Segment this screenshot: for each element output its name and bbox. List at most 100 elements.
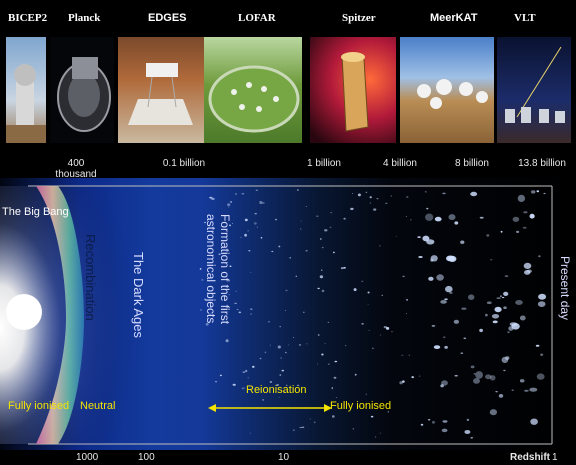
galaxy-dot [368,329,370,331]
galaxy-dot [519,379,525,383]
time-tick-400-thousand: 400 thousand [55,158,97,180]
galaxy-dot [361,280,364,282]
galaxy-dot [238,311,242,314]
galaxy-dot [489,375,496,381]
edges-photo [118,37,204,143]
galaxy-dot [522,226,527,229]
galaxy-dot [536,190,540,193]
galaxy-dot [357,193,361,197]
galaxy-dot [354,373,357,376]
galaxy-dot [327,321,330,323]
galaxy-dot [406,299,409,301]
galaxy-dot [331,387,333,389]
redshift-tick-100: 100 [138,452,155,463]
galaxy-dot [402,380,405,383]
galaxy-dot [538,255,541,258]
galaxy-dot [343,266,346,269]
galaxy-dot [426,239,435,245]
galaxy-dot [247,377,250,379]
galaxy-dot [329,226,332,228]
galaxy-dot [479,216,484,219]
galaxy-dot [372,347,374,349]
galaxy-dot [321,269,323,271]
galaxy-dot [332,415,335,418]
galaxy-dot [430,255,438,262]
galaxy-dot [255,189,258,191]
galaxy-dot [352,428,354,430]
galaxy-dot [200,309,202,311]
galaxy-dot [543,192,546,195]
galaxy-dot [460,240,465,244]
universe-timeline-panel: The Big Bang Recombination The Dark Ages… [0,178,576,450]
galaxy-dot [470,436,474,439]
galaxy-dot [327,363,330,365]
galaxy-dot [319,238,322,240]
galaxy-dot [259,200,263,205]
galaxy-dot [250,308,253,311]
galaxy-dot [340,267,344,270]
planck-photo [50,37,114,143]
galaxy-dot [509,322,518,327]
galaxy-dot [507,331,510,333]
galaxy-dot [470,191,478,197]
bicep2-photo [6,37,46,143]
galaxy-dot [321,353,324,356]
galaxy-dot [402,275,405,277]
galaxy-dot [330,212,333,214]
galaxy-dot [490,259,493,261]
galaxy-dot [535,344,540,347]
lofar-photo [204,37,302,143]
galaxy-dot [279,374,282,376]
galaxy-dot [253,222,257,225]
galaxy-dot [279,326,282,328]
galaxy-dot [524,270,531,275]
galaxy-dot [236,309,239,310]
galaxy-dot [317,287,320,290]
galaxy-dot [410,219,412,221]
galaxy-dot [496,297,501,299]
present-day-label: Present day [558,256,572,321]
galaxy-dot [296,189,299,191]
galaxy-dot [285,351,287,354]
galaxy-dot [464,430,471,434]
galaxy-dot [390,195,393,197]
galaxy-dot [316,215,319,217]
galaxy-dot [248,250,251,252]
redshift-tick-10: 10 [278,452,290,463]
galaxy-dot [442,420,448,423]
recombination-label: Recombination [83,234,98,321]
galaxy-dot [440,300,447,304]
galaxy-dot [379,432,382,434]
galaxy-dot [365,191,368,193]
galaxy-dot [306,343,308,345]
galaxy-dot [495,391,498,393]
galaxy-dot [271,250,274,253]
vlt-photo [497,37,571,143]
galaxy-dot [350,207,354,211]
galaxy-dot [446,255,455,262]
galaxy-dot [250,271,252,273]
galaxy-dot [344,345,347,347]
galaxy-dot [489,409,497,416]
galaxy-dot [268,321,270,323]
galaxy-dot [442,192,446,195]
redshift-axis-label: Redshift [510,452,550,463]
galaxy-dot [227,203,231,207]
galaxy-dot [283,390,285,392]
galaxy-dot [343,217,346,220]
galaxy-dot [470,365,475,369]
galaxy-dot [299,426,303,429]
galaxy-dot [434,216,442,222]
galaxy-dot [468,294,475,300]
galaxy-dot [466,418,470,421]
galaxy-dot [313,421,316,424]
galaxy-dot [530,418,538,425]
galaxy-dot [503,306,507,309]
galaxy-dot [252,365,255,368]
galaxy-dot [428,276,434,281]
galaxy-dot [209,196,213,199]
telescope-label-meerkat: MeerKAT [430,12,478,24]
galaxy-dot [449,291,453,294]
galaxy-dot [431,324,436,327]
time-tick-1-billion: 1 billion [307,158,341,169]
